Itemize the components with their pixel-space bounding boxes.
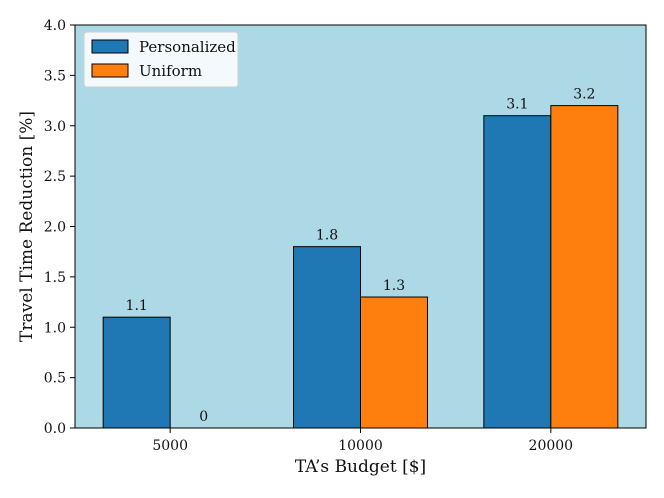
y-tick-label: 2.5 [44, 169, 66, 185]
bar-uniform-20000 [550, 105, 619, 429]
y-axis-title: Travel Time Reduction [%] [17, 111, 37, 342]
x-tick-label: 5000 [152, 438, 188, 454]
bar-personalized-10000 [293, 246, 361, 429]
bar-labels-layer: 1.1 0 1.8 1.3 3.1 3.2 [126, 87, 596, 425]
data-label-uniform-20000: 3.2 [573, 87, 595, 103]
y-axis: 0.0 0.5 1.0 1.5 2.0 2.5 3.0 3.5 4.0 [44, 18, 75, 437]
x-tick-label: 10000 [338, 438, 383, 454]
legend-label-personalized: Personalized [139, 38, 236, 56]
plot-frame [74, 24, 647, 429]
x-axis-title: TA’s Budget [$] [295, 457, 426, 477]
y-tick-label: 0.5 [44, 371, 66, 387]
x-tick-label: 20000 [529, 438, 574, 454]
bars-layer [102, 105, 619, 429]
y-tick-label: 1.0 [44, 320, 66, 336]
data-label-uniform-10000: 1.3 [383, 278, 405, 294]
y-tick-label: 2.0 [44, 220, 66, 236]
bar-uniform-10000 [360, 296, 428, 429]
legend: Personalized Uniform [83, 31, 239, 88]
y-tick-label: 3.5 [44, 68, 66, 84]
bar-personalized-5000 [102, 316, 171, 429]
legend-swatch-uniform [91, 63, 129, 78]
data-label-personalized-20000: 3.1 [506, 97, 528, 113]
x-axis: 5000 10000 20000 [152, 428, 573, 454]
data-label-uniform-5000: 0 [199, 409, 208, 425]
y-tick-label: 3.0 [44, 119, 66, 135]
y-tick-label: 4.0 [44, 18, 66, 34]
bar-personalized-20000 [483, 115, 552, 429]
y-tick-label: 0.0 [44, 421, 66, 437]
data-label-personalized-10000: 1.8 [316, 228, 338, 244]
data-label-personalized-5000: 1.1 [126, 298, 148, 314]
legend-swatch-personalized [91, 39, 129, 54]
legend-label-uniform: Uniform [139, 62, 202, 80]
y-tick-label: 1.5 [44, 270, 66, 286]
